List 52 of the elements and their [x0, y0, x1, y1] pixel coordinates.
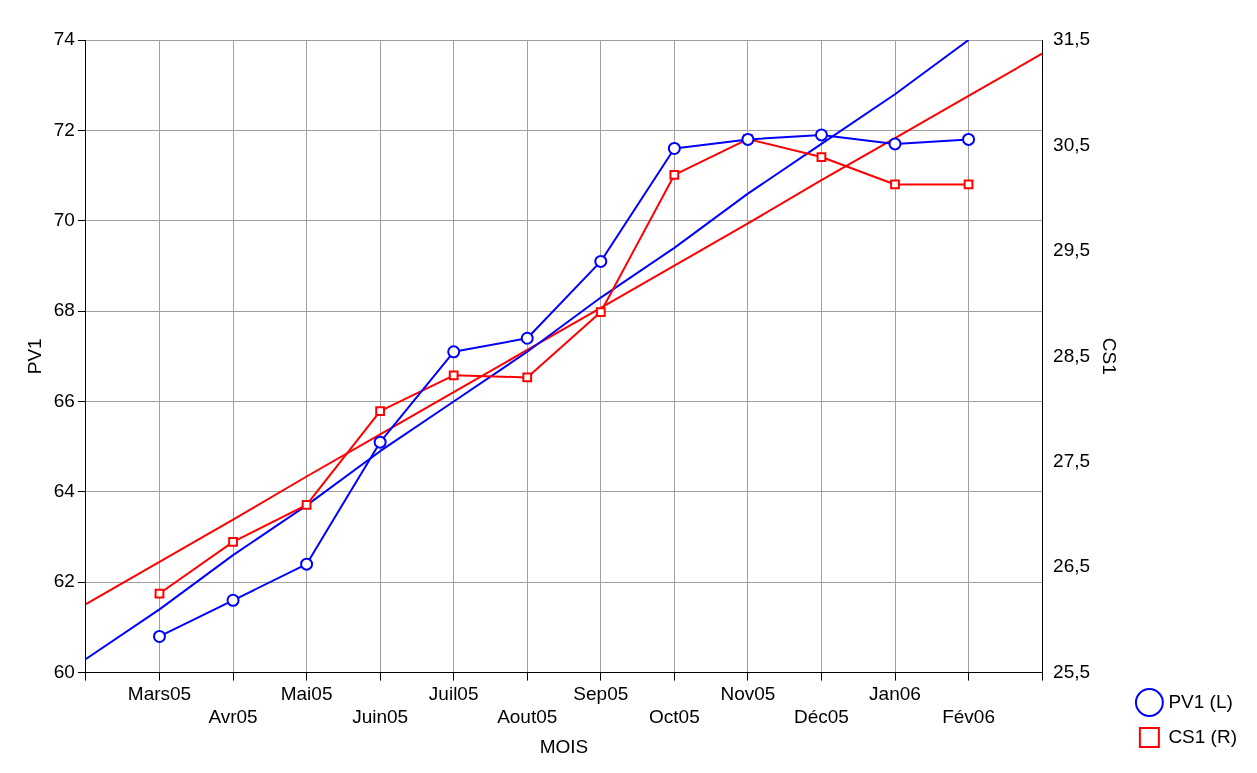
- y-tick-label: 64: [53, 480, 76, 502]
- x-tick-label: Juil05: [428, 683, 479, 705]
- y-tick-label: 70: [53, 208, 75, 230]
- y2-tick-label: 27,5: [1053, 449, 1091, 471]
- point: [373, 435, 387, 449]
- x-tick-label: Avr05: [208, 706, 258, 728]
- point: [520, 331, 534, 345]
- y2-tick-label: 28,5: [1053, 344, 1091, 366]
- x-tick-label: Déc05: [793, 706, 849, 728]
- point: [962, 132, 976, 146]
- x-tick-label: Juin05: [352, 706, 409, 728]
- x-tick-label: Mai05: [280, 683, 333, 705]
- y2-axis-title: CS1: [1099, 337, 1121, 375]
- point: [667, 141, 681, 155]
- x-tick-label: Jan06: [869, 683, 921, 705]
- point: [669, 170, 680, 180]
- point: [301, 500, 312, 510]
- y-axis-title: PV1: [23, 338, 45, 375]
- point: [226, 593, 240, 607]
- point: [300, 557, 314, 571]
- y-tick-label: 72: [53, 118, 75, 140]
- y2-tick-label: 30,5: [1053, 133, 1091, 155]
- legend-label: CS1 (R): [1168, 725, 1238, 747]
- y2-tick-label: 26,5: [1053, 555, 1091, 577]
- y-tick-label: 68: [53, 299, 75, 321]
- x-tick-label: Mars05: [127, 683, 192, 705]
- y-tick-label: 66: [53, 389, 75, 411]
- point: [816, 152, 827, 162]
- x-tick-label: Oct05: [649, 706, 700, 728]
- point: [375, 406, 386, 417]
- point: [814, 128, 828, 142]
- x-tick-label: Aout05: [497, 706, 558, 728]
- point: [594, 254, 608, 268]
- point: [448, 370, 459, 381]
- point: [888, 137, 902, 151]
- y2-tick-label: 29,5: [1053, 239, 1091, 261]
- point: [595, 307, 606, 317]
- point: [152, 629, 166, 643]
- point: [890, 179, 900, 190]
- legend-label: PV1 (L): [1168, 690, 1233, 712]
- point: [447, 345, 461, 359]
- y-tick-label: 62: [53, 570, 75, 592]
- x-axis-title: MOIS: [539, 735, 589, 757]
- y2-tick-label: 31,5: [1053, 28, 1091, 50]
- x-tick-label: Sep05: [573, 683, 629, 705]
- point: [228, 536, 238, 547]
- y-tick-label: 60: [53, 660, 75, 682]
- y2-tick-label: 25,5: [1053, 660, 1091, 682]
- x-tick-label: Fév06: [942, 706, 995, 728]
- y-tick-label: 74: [53, 28, 76, 50]
- x-tick-label: Nov05: [720, 683, 776, 705]
- point: [522, 372, 533, 383]
